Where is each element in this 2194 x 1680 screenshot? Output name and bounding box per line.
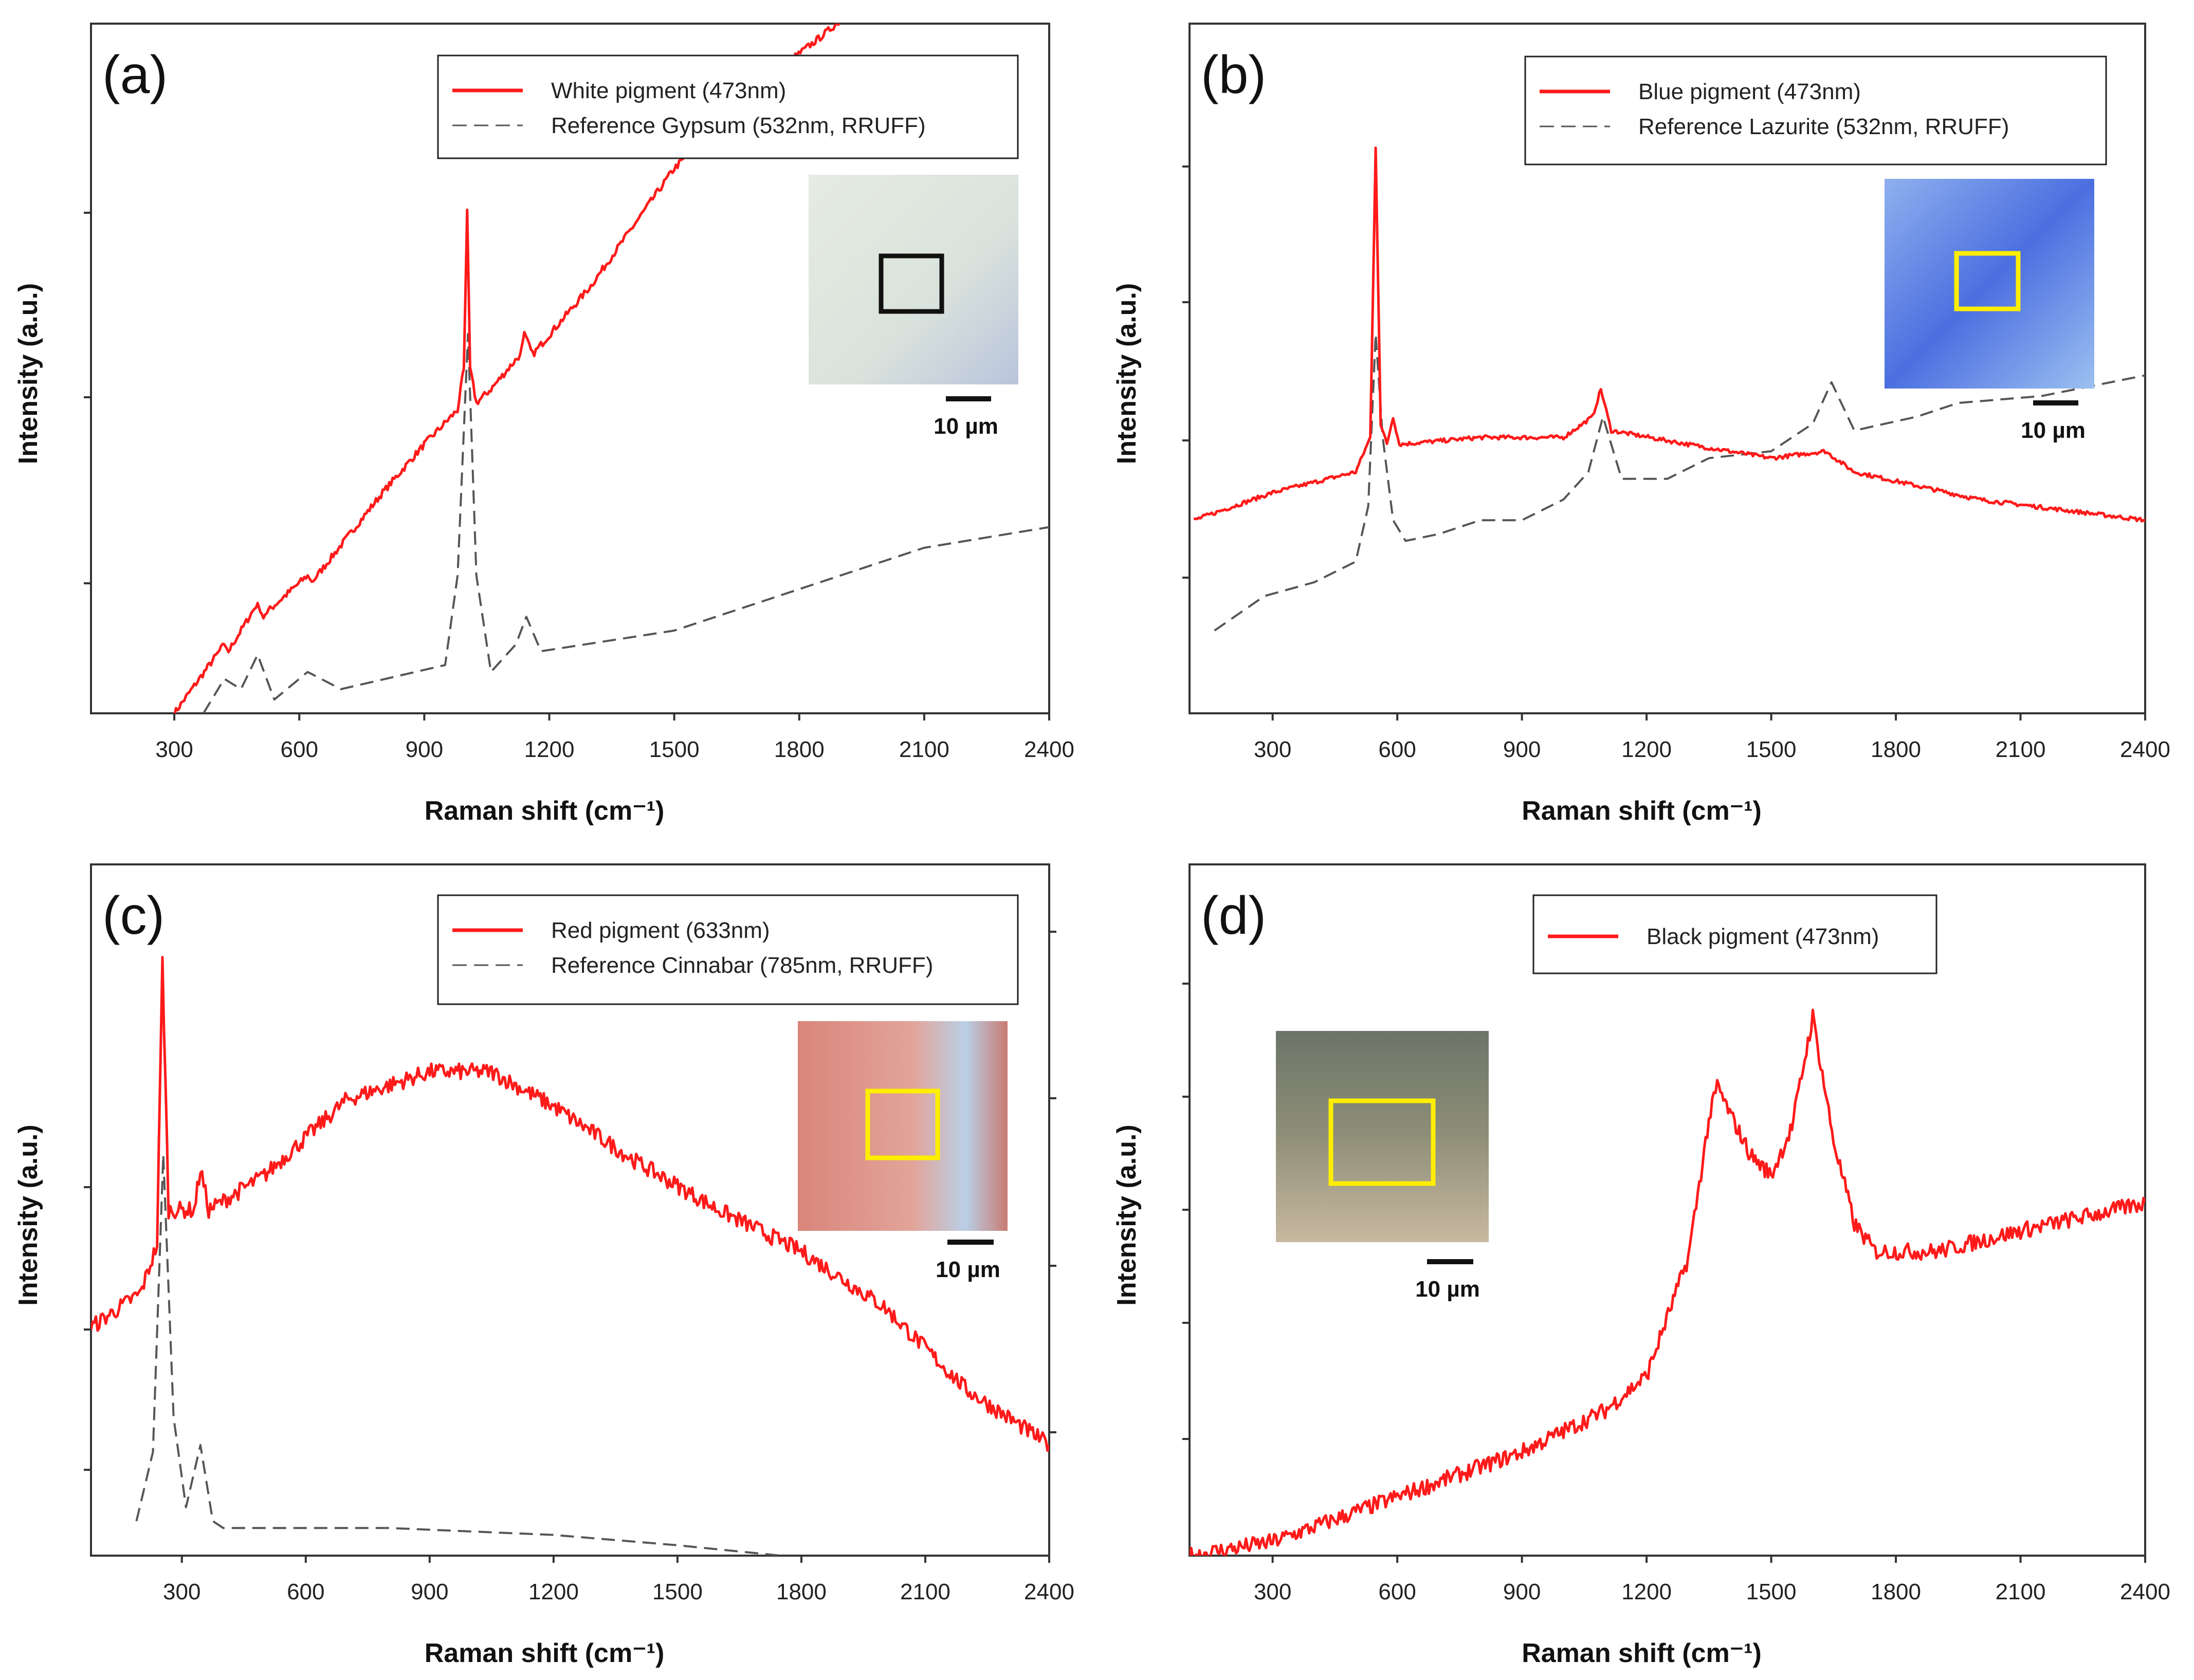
y-axis-title: Intensity (a.u.)	[13, 1124, 43, 1305]
series-group	[91, 956, 1049, 1556]
plot-frame	[1189, 23, 2146, 714]
analysis-area-box	[1954, 251, 2021, 311]
scale-bar-label: 10 µm	[2021, 418, 2086, 443]
x-axis-title: Raman shift (cm⁻¹)	[1522, 796, 1762, 826]
x-tick-label: 1800	[774, 737, 825, 762]
micrograph-inset: 10 µm	[798, 1021, 1008, 1282]
panel-label: (b)	[1201, 45, 1266, 105]
analysis-area-box	[879, 253, 944, 314]
plot-frame	[90, 23, 1050, 714]
x-tick-label: 1800	[776, 1579, 827, 1604]
analysis-area-box	[1328, 1098, 1436, 1186]
x-tick-label: 2100	[900, 1579, 950, 1604]
x-tick-label: 900	[1503, 737, 1541, 762]
x-tick-label: 2400	[2120, 737, 2170, 762]
chart-panel-b: 300 600 900 1200 1500 1800 2100 2400 Raman shift…	[1112, 23, 2170, 826]
legend-label: Reference Lazurite (532nm, RRUFF)	[1638, 114, 2009, 139]
panel-label: (a)	[102, 45, 168, 105]
legend-box	[1532, 894, 1937, 974]
x-tick-label: 1800	[1871, 1579, 1921, 1604]
x-axis-title: Raman shift (cm⁻¹)	[425, 1638, 665, 1668]
micrograph-inset: 10 µm	[1885, 179, 2094, 443]
plot-frame	[90, 863, 1050, 1557]
legend-label: Blue pigment (473nm)	[1638, 79, 1861, 104]
x-tick-label: 2100	[1996, 737, 2046, 762]
series-line-reference	[1214, 333, 2145, 632]
chart-panel-c: 300 600 900 1200 1500 1800 2100 2400 Raman shift…	[13, 863, 1074, 1668]
x-tick-label: 1500	[652, 1579, 703, 1604]
micrograph-inset: 10 µm	[809, 175, 1018, 439]
x-tick-label: 2100	[1996, 1579, 2046, 1604]
legend-box	[437, 54, 1019, 159]
x-tick-label: 300	[1254, 1579, 1291, 1604]
micrograph-inset: 10 µm	[1276, 1031, 1489, 1302]
legend-label: Reference Cinnabar (785nm, RRUFF)	[551, 953, 933, 978]
x-tick-label: 1500	[1746, 737, 1797, 762]
scale-bar-label: 10 µm	[936, 1257, 1000, 1282]
x-tick-label: 600	[281, 737, 318, 762]
legend-box	[437, 894, 1019, 1005]
x-tick-label: 1800	[1871, 737, 1921, 762]
micrograph-image	[1276, 1031, 1489, 1242]
legend-box	[1524, 56, 2107, 165]
legend: Black pigment (473nm)	[1532, 894, 1937, 974]
x-tick-label: 1500	[649, 737, 700, 762]
series-group	[1190, 1008, 2145, 1556]
x-tick-label: 900	[411, 1579, 448, 1604]
x-tick-label: 900	[406, 737, 443, 762]
y-axis-title: Intensity (a.u.)	[13, 283, 43, 464]
legend-label: Red pigment (633nm)	[551, 918, 770, 943]
legend: Blue pigment (473nm) Reference Lazurite (…	[1524, 56, 2107, 165]
x-axis-title: Raman shift (cm⁻¹)	[425, 796, 665, 826]
y-axis-title: Intensity (a.u.)	[1112, 1124, 1142, 1305]
scale-bar-label: 10 µm	[1415, 1277, 1480, 1302]
x-tick-label: 900	[1503, 1579, 1541, 1604]
x-tick-label: 300	[163, 1579, 200, 1604]
x-tick-label: 2100	[899, 737, 949, 762]
series-line-reference	[135, 1153, 781, 1556]
x-tick-label: 1500	[1746, 1579, 1797, 1604]
x-tick-label: 300	[1254, 737, 1291, 762]
x-tick-label: 1200	[524, 737, 575, 762]
legend: White pigment (473nm) Reference Gypsum (5…	[437, 54, 1019, 159]
x-tick-label: 2400	[1024, 737, 1074, 762]
x-tick-label: 1200	[1621, 737, 1672, 762]
x-tick-label: 1200	[1621, 1579, 1672, 1604]
legend-label: Black pigment (473nm)	[1647, 924, 1879, 949]
scale-bar-label: 10 µm	[934, 414, 998, 439]
chart-panel-d: 300 600 900 1200 1500 1800 2100 2400 Raman shift…	[1112, 863, 2170, 1668]
x-tick-label: 300	[155, 737, 193, 762]
x-tick-label: 600	[287, 1579, 324, 1604]
x-tick-label: 2400	[2120, 1579, 2170, 1604]
panel-label: (c)	[102, 886, 164, 946]
x-tick-label: 600	[1378, 737, 1416, 762]
x-tick-label: 2400	[1024, 1579, 1074, 1604]
x-tick-label: 600	[1378, 1579, 1416, 1604]
analysis-area-box	[865, 1088, 940, 1160]
legend: Red pigment (633nm) Reference Cinnabar (7…	[437, 894, 1019, 1005]
chart-panel-a: 300 600 900 1200 1500 1800 2100 2400 Raman shift…	[13, 23, 1074, 826]
series-line-reference	[203, 333, 1049, 713]
panel-label: (d)	[1201, 886, 1266, 946]
micrograph-image	[1885, 179, 2094, 389]
series-line-sample	[1193, 146, 2145, 523]
x-tick-label: 1200	[528, 1579, 579, 1604]
series-line-sample	[91, 956, 1049, 1452]
legend-label: Reference Gypsum (532nm, RRUFF)	[551, 113, 926, 138]
y-axis-title: Intensity (a.u.)	[1112, 283, 1142, 464]
micrograph-image	[798, 1021, 1008, 1231]
series-group	[1193, 146, 2145, 632]
x-axis-title: Raman shift (cm⁻¹)	[1522, 1638, 1762, 1668]
series-line-sample	[1190, 1008, 2145, 1556]
legend-label: White pigment (473nm)	[551, 78, 786, 103]
micrograph-image	[809, 175, 1018, 384]
